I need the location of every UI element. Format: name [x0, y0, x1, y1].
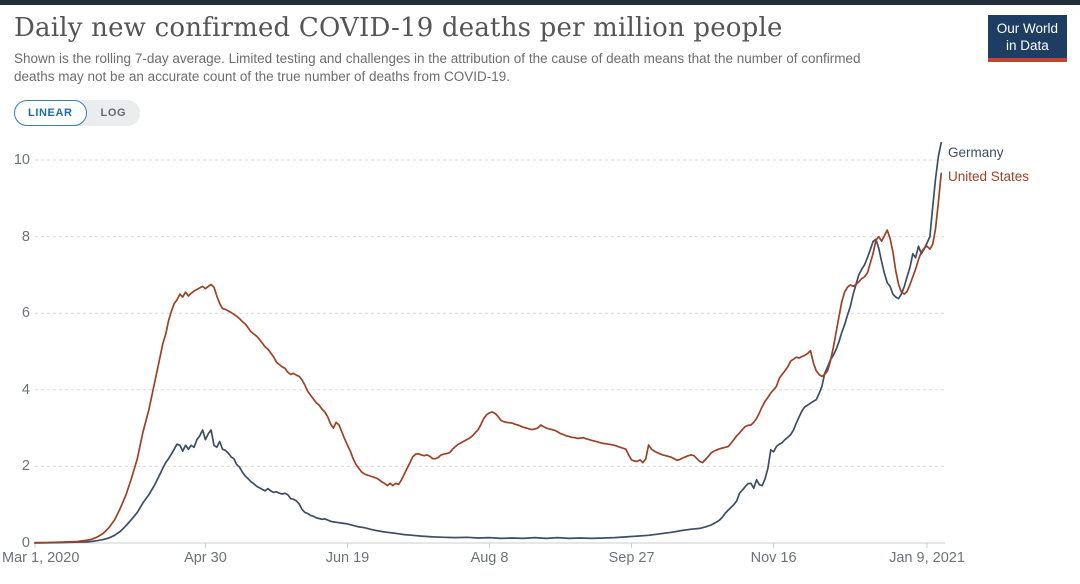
x-axis-label: Nov 16	[750, 550, 797, 566]
series-line-germany[interactable]	[34, 141, 943, 544]
y-axis-label-6: 6	[21, 305, 30, 322]
top-nav-bar	[0, 0, 1080, 5]
line-chart-svg[interactable]	[0, 135, 1080, 584]
y-axis-label-8: 8	[21, 228, 30, 245]
linear-scale-button[interactable]: LINEAR	[14, 100, 87, 126]
y-axis-label-10: 10	[13, 152, 30, 168]
series-line-united-states[interactable]	[34, 172, 943, 544]
chart-header: Daily new confirmed COVID-19 deaths per …	[14, 13, 970, 86]
chart-subtitle: Shown is the rolling 7-day average. Limi…	[14, 50, 970, 86]
subtitle-line-1: Shown is the rolling 7-day average. Limi…	[14, 51, 861, 66]
owid-logo[interactable]: Our World in Data	[987, 15, 1067, 62]
y-axis-label-4: 4	[21, 381, 30, 398]
x-axis-label: Jan 9, 2021	[889, 550, 965, 566]
x-axis-label: Apr 30	[184, 550, 227, 566]
legend-label-united-states[interactable]: United States	[948, 169, 1030, 185]
log-scale-button[interactable]: LOG	[87, 100, 141, 126]
x-axis-label: Mar 1, 2020	[2, 550, 80, 566]
scale-toggle: LINEAR LOG	[14, 100, 141, 126]
y-axis-label-2: 2	[21, 458, 30, 475]
x-axis-label: Jun 19	[325, 550, 370, 566]
x-axis-label: Aug 8	[470, 550, 509, 566]
owid-logo-line-1: Our World	[996, 21, 1058, 36]
chart-title: Daily new confirmed COVID-19 deaths per …	[14, 13, 783, 43]
legend-label-germany[interactable]: Germany	[948, 144, 1004, 160]
owid-logo-line-2: in Data	[1005, 38, 1049, 53]
subtitle-line-2: deaths may not be an accurate count of t…	[14, 69, 511, 84]
x-axis-label: Sep 27	[608, 550, 655, 566]
chart-plot-area[interactable]: 0 2 4 6 8 10 Mar 1, 2020 Apr 30 Jun 19 Aug 8 Sep …	[0, 135, 1080, 584]
y-axis-label-0: 0	[21, 535, 30, 551]
